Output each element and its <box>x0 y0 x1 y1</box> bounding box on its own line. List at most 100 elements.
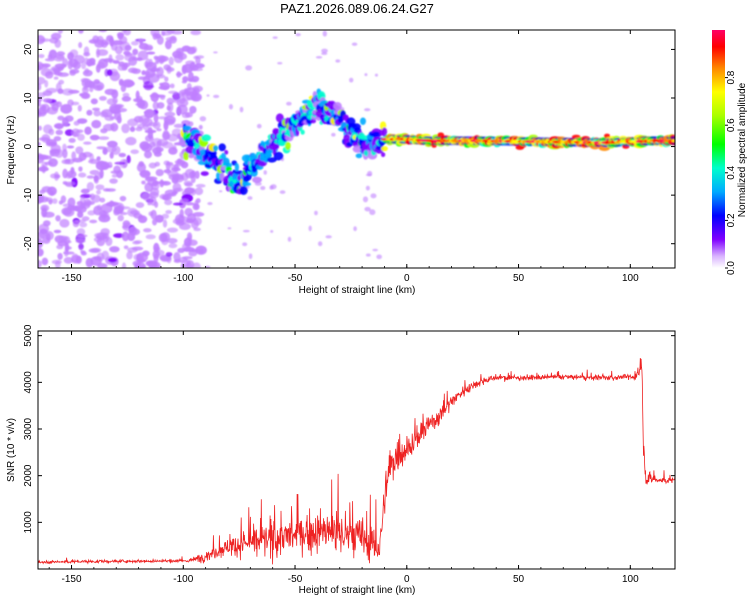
heatmap-cell <box>300 129 305 135</box>
heatmap-cell <box>38 53 45 59</box>
heatmap-cell <box>161 194 169 201</box>
heatmap-cell <box>376 254 383 260</box>
x-tick-label: 0 <box>404 273 410 284</box>
colorbar-tick-label: 0.8 <box>726 70 737 84</box>
heatmap-cell <box>48 49 57 59</box>
heatmap-cell <box>88 158 100 165</box>
heatmap-cell <box>47 186 57 196</box>
heatmap-cell <box>269 185 274 190</box>
heatmap-cell <box>107 257 118 263</box>
heatmap-cell <box>172 202 184 206</box>
heatmap-cell <box>156 102 165 109</box>
heatmap-cell <box>279 190 286 194</box>
heatmap-cell <box>38 61 44 71</box>
heatmap-cell <box>154 246 161 251</box>
heatmap-cell <box>93 109 101 117</box>
heatmap-cell <box>146 51 156 55</box>
heatmap-cell <box>168 243 178 249</box>
heatmap-cell <box>45 232 51 241</box>
heatmap-cell <box>71 254 82 264</box>
heatmap-cell <box>41 164 46 174</box>
heatmap-cell <box>122 225 130 229</box>
heatmap-cell <box>78 30 84 34</box>
heatmap-cell <box>51 259 62 265</box>
heatmap-cell <box>190 30 202 36</box>
heatmap-cell <box>71 151 77 161</box>
heatmap-cell <box>162 219 168 228</box>
heatmap-cell <box>321 52 328 55</box>
heatmap-cell <box>152 179 159 187</box>
heatmap-cell <box>128 56 138 66</box>
heatmap-cell <box>161 213 170 219</box>
heatmap-cell <box>63 248 69 257</box>
heatmap-cell <box>135 102 145 107</box>
heatmap-cell <box>207 201 213 206</box>
x-tick-label: -50 <box>288 273 303 284</box>
heatmap-cell <box>38 76 46 85</box>
heatmap-cell <box>172 182 182 193</box>
heatmap-cell <box>194 187 204 196</box>
heatmap-cell <box>139 171 150 177</box>
spectrogram-ylabel: Frequency (Hz) <box>6 116 17 185</box>
heatmap-cell <box>52 198 58 204</box>
heatmap-cell <box>60 103 73 114</box>
heatmap-cell <box>53 76 59 80</box>
heatmap-cell <box>62 148 68 159</box>
heatmap-cell <box>168 56 174 66</box>
heatmap-cell <box>55 82 62 92</box>
heatmap-cell <box>42 98 53 103</box>
heatmap-cell <box>365 185 370 191</box>
x-tick-label: 100 <box>622 574 639 585</box>
heatmap-cell <box>44 197 53 203</box>
colorbar-label: Normalized spectral amplitude <box>737 82 748 217</box>
heatmap-cell <box>84 68 90 75</box>
heatmap-cell <box>60 195 67 204</box>
heatmap-cell <box>41 257 49 266</box>
heatmap-cell <box>187 234 192 244</box>
heatmap-cell <box>64 158 75 165</box>
heatmap-cell <box>117 214 124 222</box>
heatmap-cell <box>90 98 98 105</box>
colorbar-tick-label: 0.6 <box>726 118 737 132</box>
heatmap-cell <box>86 58 93 67</box>
heatmap-cell <box>322 30 327 37</box>
heatmap-cell <box>188 250 198 257</box>
heatmap-cell <box>137 76 147 80</box>
heatmap-cell <box>186 218 194 224</box>
heatmap-cell <box>183 180 193 186</box>
heatmap-cell <box>106 140 118 148</box>
heatmap-cell <box>159 179 164 188</box>
heatmap-cell <box>85 257 94 268</box>
heatmap-cell <box>224 150 229 155</box>
snr-panel: -150 -100 -50 0 50 100 1000 2000 3000 4000 5000 He… <box>6 324 676 596</box>
heatmap-cell <box>120 84 127 93</box>
heatmap-cell <box>48 128 55 136</box>
heatmap-cell <box>133 240 143 244</box>
heatmap-cell <box>173 123 184 129</box>
heatmap-cell <box>213 51 218 54</box>
heatmap-cell <box>110 170 121 174</box>
heatmap-cell <box>252 176 263 184</box>
heatmap-cell <box>50 144 61 153</box>
heatmap-cell <box>42 211 55 218</box>
colorbar-ticks: 0.0 0.2 0.4 0.6 0.8 <box>725 70 737 275</box>
heatmap-cell <box>44 58 55 62</box>
heatmap-cell <box>199 116 207 122</box>
heatmap-cell <box>362 196 369 203</box>
heatmap-cell <box>164 76 169 82</box>
heatmap-cell <box>79 222 88 228</box>
heatmap-cell <box>107 161 113 169</box>
heatmap-cell <box>165 210 172 214</box>
heatmap-cell <box>155 168 164 177</box>
heatmap-cell <box>189 105 197 114</box>
heatmap-cell <box>92 81 105 91</box>
heatmap-cell <box>98 214 111 223</box>
heatmap-cell <box>152 101 159 110</box>
heatmap-cell <box>128 226 138 236</box>
heatmap-cell <box>40 68 52 77</box>
heatmap-cell <box>241 181 252 187</box>
heatmap-cell <box>83 86 88 91</box>
heatmap-cell <box>335 59 341 63</box>
snr-ticks: -150 -100 -50 0 50 100 1000 2000 3000 4000 5000 <box>23 324 676 585</box>
